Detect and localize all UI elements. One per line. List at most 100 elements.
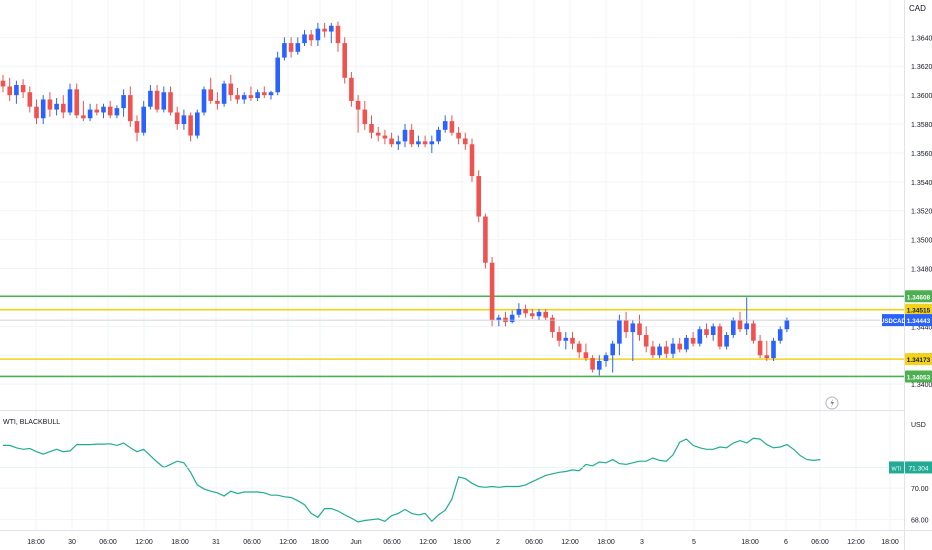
candle-body (221, 83, 227, 104)
candle-body (409, 129, 414, 145)
time-tick-label: 18:00 (597, 539, 615, 546)
sub-tick-label: USD (911, 422, 926, 429)
candle-body (168, 92, 173, 113)
candle-body (47, 99, 53, 110)
candle-body (275, 57, 280, 93)
candle-body (617, 320, 622, 344)
candle-body (262, 92, 267, 96)
time-tick-label: 12:00 (135, 539, 153, 546)
sub-price-axis[interactable]: USD 70.00 68.00 (911, 422, 929, 525)
price-tick-label: 1.34800 (911, 267, 932, 274)
candle-body (0, 80, 6, 87)
candle-body (402, 129, 408, 142)
level-label: 1.34053 (907, 374, 931, 381)
sub-pane-title: WTI, BLACKBULL (3, 419, 60, 426)
candle-body (570, 337, 575, 344)
candle-body (610, 343, 615, 356)
candle-body (161, 92, 167, 110)
candle-body (489, 262, 495, 321)
price-labels: 1.34608 1.34515 1.34173 1.34053 USDCAD 1.3444… (880, 290, 932, 474)
price-tick-label: 1.34400 (911, 324, 932, 331)
wti-symbol-box (889, 461, 904, 474)
candle-body (463, 138, 468, 145)
candle-body (235, 95, 240, 100)
lightning-icon[interactable] (825, 396, 839, 410)
candle-body (603, 355, 609, 361)
candle-body (690, 337, 696, 344)
candle-body (590, 358, 595, 370)
candle-body (777, 329, 783, 341)
candle-body (54, 103, 59, 110)
candle-body (784, 320, 790, 330)
candle-body (664, 346, 669, 354)
candle-body (201, 89, 207, 113)
level-label: 1.34515 (907, 308, 931, 315)
horizontal-levels[interactable] (0, 295, 904, 378)
candle-body (516, 308, 522, 315)
time-tick-label: 18:00 (453, 539, 471, 546)
candle-body (107, 106, 113, 116)
candle-body (282, 43, 287, 58)
currency-label: CAD (909, 4, 926, 13)
candle-body (469, 144, 475, 177)
time-tick-label: 06:00 (383, 539, 401, 546)
candle-body (241, 95, 247, 100)
price-tick-label: 1.34000 (911, 382, 932, 389)
candle-body (576, 343, 582, 353)
price-tick-label: 1.35200 (911, 209, 932, 216)
time-tick-label: 2 (496, 539, 500, 546)
symbol-label: USDCAD (880, 319, 906, 325)
price-tick-label: 1.36200 (911, 64, 932, 71)
candle-body (731, 320, 736, 335)
candle-body (302, 34, 307, 44)
candle-body (101, 106, 106, 113)
candle-body (295, 43, 301, 52)
candle-body (248, 95, 254, 99)
candle-body (87, 109, 93, 119)
candle-body (449, 121, 455, 133)
candle-body (134, 121, 140, 133)
candle-body (456, 132, 461, 139)
symbol-label-box (882, 314, 904, 327)
candle-body (268, 92, 274, 96)
time-tick-label: 06:00 (99, 539, 117, 546)
last-price-label: 1.34443 (907, 318, 931, 325)
candle-body (208, 89, 213, 101)
time-tick-label: 18:00 (741, 539, 759, 546)
candle-body (630, 323, 636, 333)
candle-body (195, 112, 200, 136)
candle-body (523, 308, 528, 314)
candle-body (7, 86, 12, 96)
candle-body (128, 95, 133, 122)
candle-body (27, 92, 33, 107)
time-tick-label: 6 (784, 539, 788, 546)
candle-body (94, 109, 100, 113)
candle-body (757, 340, 763, 356)
wti-symbol-label: WTI (891, 466, 902, 472)
candle-body (215, 100, 220, 104)
time-tick-label: 30 (68, 539, 76, 546)
price-tick-label: 1.36000 (911, 93, 932, 100)
candle-body (550, 317, 555, 333)
wti-last-box (905, 461, 932, 474)
candle-body (476, 176, 481, 217)
time-tick-label: 18:00 (27, 539, 45, 546)
candle-body (724, 334, 729, 347)
candle-body (228, 83, 234, 96)
candle-body (643, 334, 649, 347)
price-tick-label: 1.35000 (911, 238, 932, 245)
last-price-box (905, 314, 932, 327)
candle-body (14, 85, 19, 96)
candle-body (355, 100, 361, 110)
candle-body (751, 323, 756, 341)
sub-grid (0, 487, 904, 521)
time-tick-label: 12:00 (279, 539, 297, 546)
candle-body (382, 135, 388, 139)
time-axis[interactable]: 18:00 30 06:00 12:00 18:00 31 06:00 12:00 18:00 J… (27, 539, 899, 546)
sub-tick-label: 70.00 (911, 486, 929, 493)
candle-body (114, 108, 120, 116)
price-tick-label: 1.35600 (911, 151, 932, 158)
candle-body (670, 343, 676, 354)
candle-body (148, 90, 153, 107)
candlestick-series (0, 21, 790, 376)
